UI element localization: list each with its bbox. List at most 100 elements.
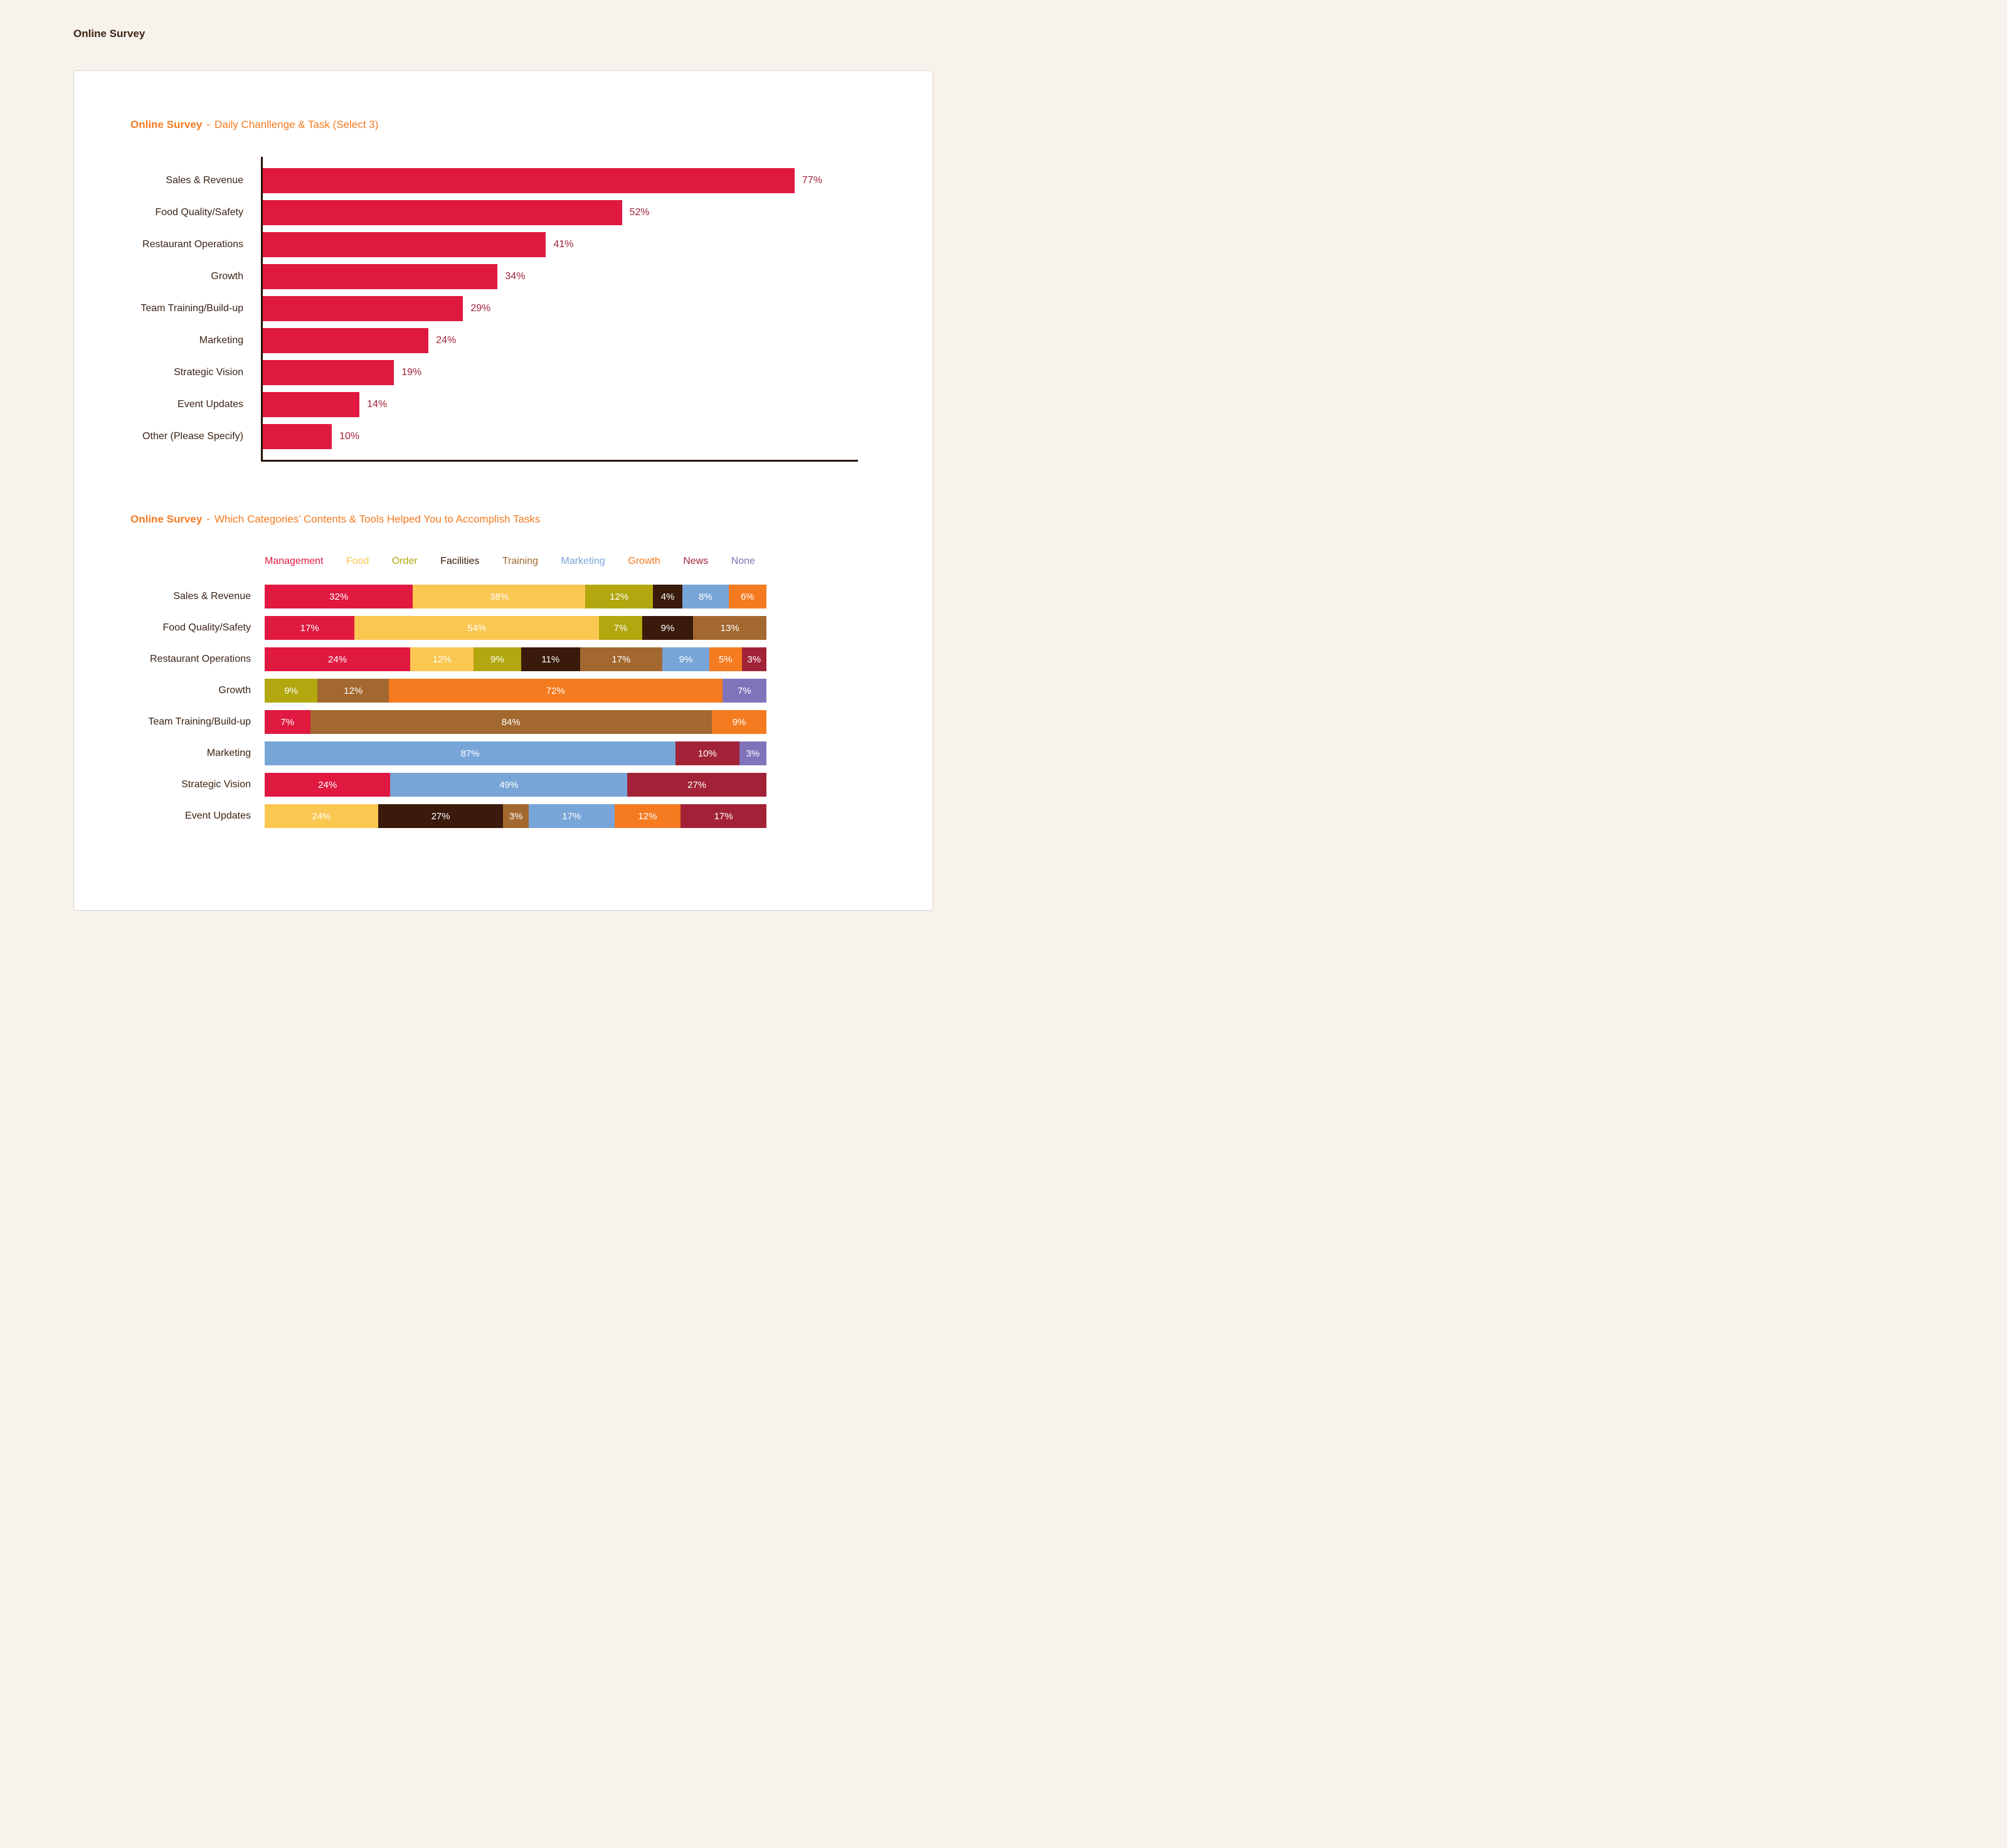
legend-item-training: Training — [502, 556, 539, 566]
segment-value: 17% — [562, 810, 581, 822]
segment-value: 4% — [660, 591, 675, 602]
legend-item-news: News — [683, 556, 709, 566]
segment-value: 24% — [328, 654, 347, 665]
bar-area: 52% — [263, 199, 857, 225]
chart2-row-growth: Growth 9% 12% 72% 7% — [74, 675, 933, 706]
chart1-title-dash: - — [206, 119, 210, 130]
segment-value: 17% — [714, 810, 733, 822]
category-label: Sales & Revenue — [166, 174, 243, 186]
category-label: Food Quality/Safety — [162, 622, 251, 633]
chart1-x-axis-line — [261, 460, 858, 462]
chart2-row-marketing: Marketing 87% 10% 3% — [74, 738, 933, 769]
chart1-title: Online Survey - Daily Chanllenge & Task (S… — [130, 119, 933, 131]
segment-value: 9% — [660, 622, 675, 634]
segment-value: 7% — [737, 685, 751, 696]
category-label: Event Updates — [177, 398, 243, 410]
value-label: 52% — [629, 206, 650, 218]
survey-report-card: Online Survey - Daily Chanllenge & Task (S… — [73, 70, 933, 911]
segment-value: 12% — [638, 810, 657, 822]
segment-value: 11% — [541, 654, 560, 665]
segment-training: 17% — [580, 647, 662, 671]
category-label: Food Quality/Safety — [155, 206, 243, 218]
chart2-rows: Sales & Revenue 32% 38% 12% 4% 8% 6% Food Quali… — [74, 581, 933, 832]
bar-area: 41% — [263, 231, 857, 257]
segment-news: 3% — [741, 647, 767, 671]
segment-food: 38% — [413, 585, 586, 608]
chart2-row-sales-revenue: Sales & Revenue 32% 38% 12% 4% 8% 6% — [74, 581, 933, 612]
page-title: Online Survey — [73, 28, 146, 40]
segment-marketing: 9% — [662, 647, 710, 671]
value-label: 34% — [505, 270, 526, 282]
value-label: 14% — [367, 398, 388, 410]
category-label: Growth — [211, 270, 243, 282]
chart1-y-axis-line — [261, 157, 263, 462]
bar-other-please-specify — [263, 423, 332, 449]
value-label: 24% — [436, 334, 457, 346]
chart1-row-marketing: Marketing 24% — [74, 324, 857, 356]
chart1-title-text: Daily Chanllenge & Task (Select 3) — [214, 119, 379, 130]
segment-value: 24% — [312, 810, 331, 822]
segment-value: 38% — [489, 591, 509, 602]
segment-none: 7% — [722, 679, 767, 703]
segment-value: 9% — [679, 654, 693, 665]
category-label: Team Training/Build-up — [148, 716, 251, 727]
segment-value: 27% — [687, 779, 707, 790]
segment-value: 87% — [460, 748, 480, 759]
segment-value: 84% — [501, 716, 521, 728]
stacked-bar: 9% 12% 72% 7% — [265, 679, 767, 703]
bar-area: 24% — [263, 327, 857, 353]
stacked-bar: 24% 27% 3% 17% 12% 17% — [265, 804, 766, 828]
category-label: Strategic Vision — [181, 779, 251, 790]
chart2-title: Online Survey - Which Categories’ Contents… — [130, 513, 933, 526]
category-label: Other (Please Specify) — [142, 430, 243, 442]
bar-restaurant-operations — [263, 231, 546, 257]
stacked-bar: 32% 38% 12% 4% 8% 6% — [265, 585, 766, 608]
category-label: Growth — [218, 685, 251, 696]
segment-food: 24% — [265, 804, 378, 828]
segment-marketing: 87% — [265, 741, 675, 765]
chart1-row-food-quality-safety: Food Quality/Safety 52% — [74, 196, 857, 228]
segment-none: 3% — [739, 741, 766, 765]
bar-sales-revenue — [263, 167, 795, 193]
segment-value: 24% — [318, 779, 337, 790]
segment-news: 10% — [675, 741, 739, 765]
chart2-legend: Management Food Order Facilities Training Mar… — [265, 556, 755, 567]
bar-area: 19% — [263, 359, 857, 385]
segment-growth: 6% — [728, 585, 766, 608]
chart2-row-event-updates: Event Updates 24% 27% 3% 17% 12% 17% — [74, 800, 933, 832]
legend-item-growth: Growth — [628, 556, 660, 566]
bar-area: 10% — [263, 423, 857, 449]
segment-management: 7% — [265, 710, 310, 734]
stacked-bar: 24% 12% 9% 11% 17% 9% 5% 3% — [265, 647, 767, 671]
chart1-row-growth: Growth 34% — [74, 260, 857, 292]
segment-marketing: 8% — [682, 585, 729, 608]
chart1-row-event-updates: Event Updates 14% — [74, 388, 857, 420]
category-label: Strategic Vision — [174, 366, 243, 378]
segment-food: 12% — [410, 647, 474, 671]
segment-value: 72% — [546, 685, 565, 696]
segment-value: 9% — [732, 716, 746, 728]
bar-area: 29% — [263, 295, 857, 321]
segment-value: 12% — [432, 654, 452, 665]
chart1-plot: Sales & Revenue 77% Food Quality/Safety 52%… — [74, 157, 858, 462]
segment-value: 10% — [697, 748, 717, 759]
segment-training: 3% — [503, 804, 529, 828]
segment-order: 12% — [585, 585, 653, 608]
legend-item-order: Order — [391, 556, 418, 566]
segment-value: 17% — [612, 654, 631, 665]
chart2-row-food-quality-safety: Food Quality/Safety 17% 54% 7% 9% 13% — [74, 612, 933, 644]
legend-item-none: None — [731, 556, 755, 566]
segment-management: 32% — [265, 585, 413, 608]
segment-value: 6% — [740, 591, 755, 602]
chart1-title-brand: Online Survey — [130, 119, 203, 130]
segment-value: 49% — [499, 779, 519, 790]
segment-value: 8% — [699, 591, 712, 602]
value-label: 41% — [553, 238, 574, 250]
segment-facilities: 4% — [652, 585, 683, 608]
chart1-row-restaurant-operations: Restaurant Operations 41% — [74, 228, 857, 260]
segment-news: 17% — [680, 804, 766, 828]
chart2-row-team-training-build-up: Team Training/Build-up 7% 84% 9% — [74, 706, 933, 738]
chart1-row-sales-revenue: Sales & Revenue 77% — [74, 164, 857, 196]
segment-value: 17% — [300, 622, 319, 634]
stacked-bar: 24% 49% 27% — [265, 773, 766, 797]
